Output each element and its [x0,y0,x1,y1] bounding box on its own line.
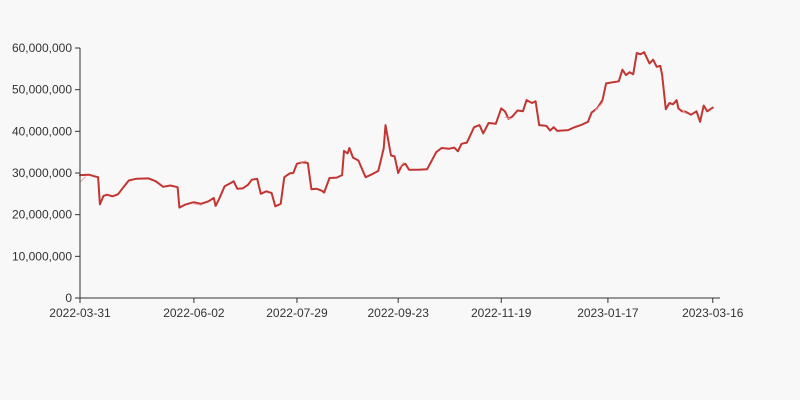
x-tick-label: 2022-11-19 [471,306,532,320]
series-line-1 [79,51,714,209]
axis-layer: 0 10,000,000 20,000,000 30,000,000 40,000,00… [12,41,744,320]
x-tick-label: 2022-03-31 [49,306,111,320]
y-tick-label: 0 [65,291,72,305]
y-tick-label: 40,000,000 [12,124,72,138]
y-tick-label: 50,000,000 [12,83,72,97]
x-tick-label: 2023-03-16 [682,306,744,320]
series-layer [79,51,714,209]
x-tick-label: 2022-07-29 [266,306,328,320]
y-tick-label: 30,000,000 [12,166,72,180]
x-tick-label: 2022-06-02 [163,306,225,320]
y-tick-label: 20,000,000 [12,208,72,222]
y-tick-label: 60,000,000 [12,41,72,55]
x-tick-label: 2022-09-23 [367,306,429,320]
series-line-2 [79,102,687,206]
y-tick-label: 10,000,000 [12,249,72,263]
x-tick-label: 2023-01-17 [577,306,639,320]
